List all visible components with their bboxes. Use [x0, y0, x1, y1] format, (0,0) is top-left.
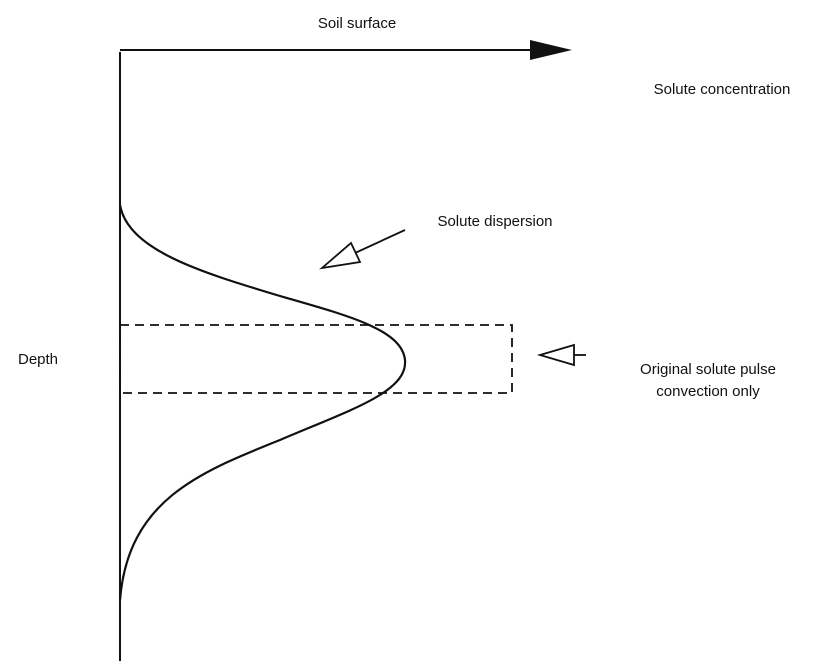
depth-label: Depth — [18, 351, 58, 368]
pulse-label: convection only — [656, 383, 760, 400]
original-pulse — [119, 324, 513, 394]
axis-arrowhead — [530, 40, 572, 60]
dispersion-label: Solute dispersion — [437, 213, 552, 230]
dispersion-arrow-line — [354, 229, 406, 254]
pulse-label: Original solute pulse — [640, 361, 776, 378]
dispersion-arrowhead — [319, 241, 362, 270]
soil-surface-label: Soil surface — [318, 15, 396, 32]
concentration-label: Solute concentration — [654, 81, 791, 98]
pulse-arrowhead — [536, 343, 575, 367]
dispersion-curve — [118, 204, 407, 601]
